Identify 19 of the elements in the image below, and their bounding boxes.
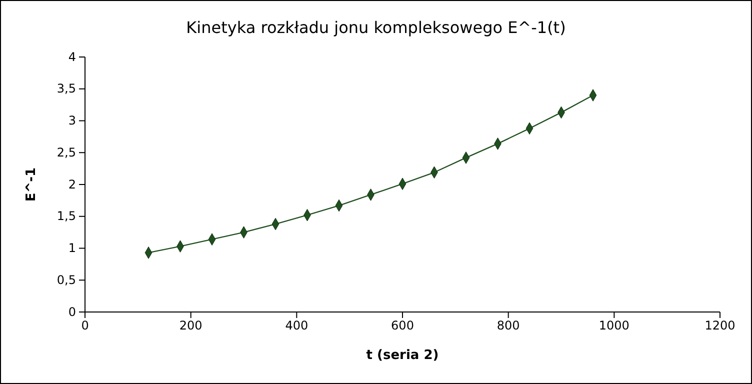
y-tick-label: 0 xyxy=(68,304,76,319)
y-tick-label: 1 xyxy=(68,241,76,256)
x-tick-label: 400 xyxy=(285,318,308,333)
x-tick-label: 200 xyxy=(179,318,202,333)
y-tick-label: 0,5 xyxy=(56,272,76,287)
x-tick-label: 1200 xyxy=(704,318,736,333)
x-tick-label: 1000 xyxy=(598,318,630,333)
x-tick-label: 800 xyxy=(496,318,520,333)
y-tick-label: 3 xyxy=(68,114,76,128)
y-tick-label: 3,5 xyxy=(56,82,76,96)
x-axis-title: t (seria 2) xyxy=(366,348,439,363)
chart-title: Kinetyka rozkładu jonu kompleksowego E^-1(t) xyxy=(186,18,566,37)
y-tick-label: 1,5 xyxy=(56,209,76,224)
x-tick-label: 600 xyxy=(391,318,414,333)
x-tick-label: 0 xyxy=(81,318,89,333)
y-axis-title: E^-1 xyxy=(24,167,39,202)
y-tick-label: 2,5 xyxy=(56,145,76,160)
y-tick-label: 4 xyxy=(68,50,76,64)
y-tick-label: 2 xyxy=(68,177,76,192)
